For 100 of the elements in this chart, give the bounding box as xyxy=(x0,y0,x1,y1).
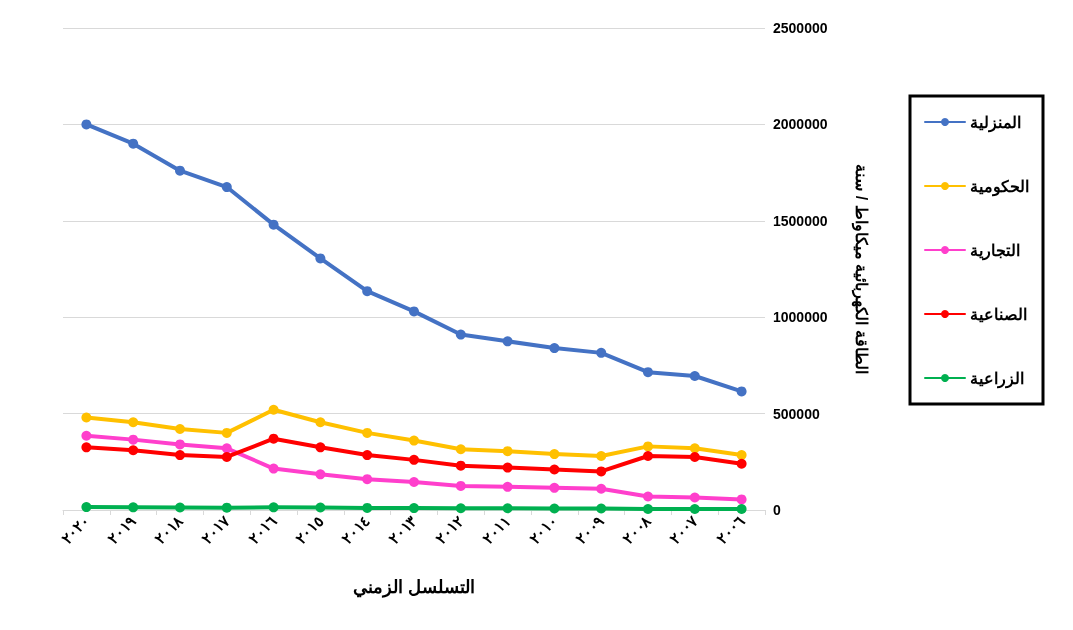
point xyxy=(455,480,466,491)
y-axis-title: الطاقة الكهربائية ميكاواط / سنة xyxy=(850,164,870,374)
point xyxy=(689,371,700,381)
point xyxy=(549,464,560,475)
point xyxy=(315,417,326,428)
point xyxy=(549,449,560,460)
y-tick-label: 2500000 xyxy=(773,20,828,36)
point xyxy=(409,503,419,514)
point xyxy=(128,138,139,149)
legend-label: التجارية xyxy=(970,241,1020,261)
point xyxy=(221,451,232,462)
point xyxy=(362,427,373,438)
x-tick-label: ٢٠٠٨ xyxy=(619,511,655,547)
point xyxy=(81,442,92,453)
point xyxy=(455,444,466,455)
point xyxy=(315,253,326,264)
point xyxy=(362,474,373,485)
point xyxy=(409,306,419,317)
point xyxy=(596,503,607,514)
point xyxy=(455,503,466,514)
legend-label: المنزلية xyxy=(970,113,1021,133)
point xyxy=(221,502,232,513)
point xyxy=(596,466,607,477)
point xyxy=(736,450,747,461)
point xyxy=(596,451,607,462)
x-tick-label: ٢٠١٥ xyxy=(291,511,327,547)
point xyxy=(643,367,653,378)
point xyxy=(81,502,92,513)
x-tick-label: ٢٠٠٧ xyxy=(666,511,702,547)
x-tick-label: ٢٠١٣ xyxy=(385,511,421,547)
point xyxy=(736,494,747,505)
y-tick-label: 0 xyxy=(773,502,781,518)
x-tick-label: ٢٠٠٩ xyxy=(572,511,608,547)
point xyxy=(502,446,513,457)
point xyxy=(455,460,466,471)
point xyxy=(221,182,232,193)
x-axis-title: التسلسل الزمني xyxy=(352,577,476,598)
point xyxy=(502,503,513,514)
point xyxy=(409,477,419,488)
point xyxy=(268,219,279,230)
point xyxy=(409,435,419,446)
point xyxy=(502,481,513,492)
point xyxy=(736,504,747,515)
point xyxy=(689,443,700,454)
point xyxy=(128,417,139,428)
x-tick-label: ٢٠١٩ xyxy=(104,511,140,547)
point xyxy=(268,433,279,444)
point xyxy=(128,502,139,513)
point xyxy=(128,445,139,456)
point xyxy=(736,458,747,469)
point xyxy=(175,450,185,461)
x-tick-label: ٢٠١٢ xyxy=(432,511,467,547)
x-tick-label: ٢٠٠٦ xyxy=(712,511,748,547)
point xyxy=(128,434,139,445)
point xyxy=(596,483,607,494)
y-tick-label: 2000000 xyxy=(773,116,828,133)
point xyxy=(596,347,607,358)
point xyxy=(175,165,185,176)
point xyxy=(502,336,513,347)
legend-label: الصناعية xyxy=(970,305,1027,323)
x-tick-label: ٢٠١٧ xyxy=(198,511,234,547)
point xyxy=(643,451,653,462)
legend-label: الزراعية xyxy=(970,369,1024,389)
y-tick-label: 1500000 xyxy=(773,212,828,229)
point xyxy=(268,404,279,415)
point xyxy=(362,286,373,297)
point xyxy=(643,441,653,452)
point xyxy=(549,503,560,514)
point xyxy=(268,463,279,474)
point xyxy=(175,439,185,450)
x-tick-label: ٢٠٢٠ xyxy=(57,511,93,547)
legend-label: الحكومية xyxy=(970,177,1029,197)
point xyxy=(736,386,747,397)
point xyxy=(643,491,653,502)
point xyxy=(268,502,279,513)
point xyxy=(362,502,373,513)
x-tick-label: ٢٠١١ xyxy=(478,511,514,547)
point xyxy=(221,427,232,438)
point xyxy=(455,329,466,340)
point xyxy=(689,451,700,462)
point xyxy=(221,443,232,454)
point xyxy=(175,502,185,513)
point xyxy=(362,450,373,461)
point xyxy=(81,430,92,441)
x-tick-label: ٢٠١٦ xyxy=(244,511,280,547)
y-tick-label: 1000000 xyxy=(773,309,828,326)
point xyxy=(549,343,560,354)
point xyxy=(643,504,653,515)
point xyxy=(689,492,700,503)
point xyxy=(549,482,560,493)
x-tick-label: ٢٠١٠ xyxy=(525,511,561,547)
point xyxy=(315,502,326,513)
x-tick-label: ٢٠١٤ xyxy=(338,511,374,547)
point xyxy=(81,119,92,130)
point xyxy=(502,462,513,473)
x-tick-label: ٢٠١٨ xyxy=(151,511,187,547)
point xyxy=(81,412,92,423)
point xyxy=(689,504,700,515)
point xyxy=(315,442,326,453)
point xyxy=(409,454,419,465)
